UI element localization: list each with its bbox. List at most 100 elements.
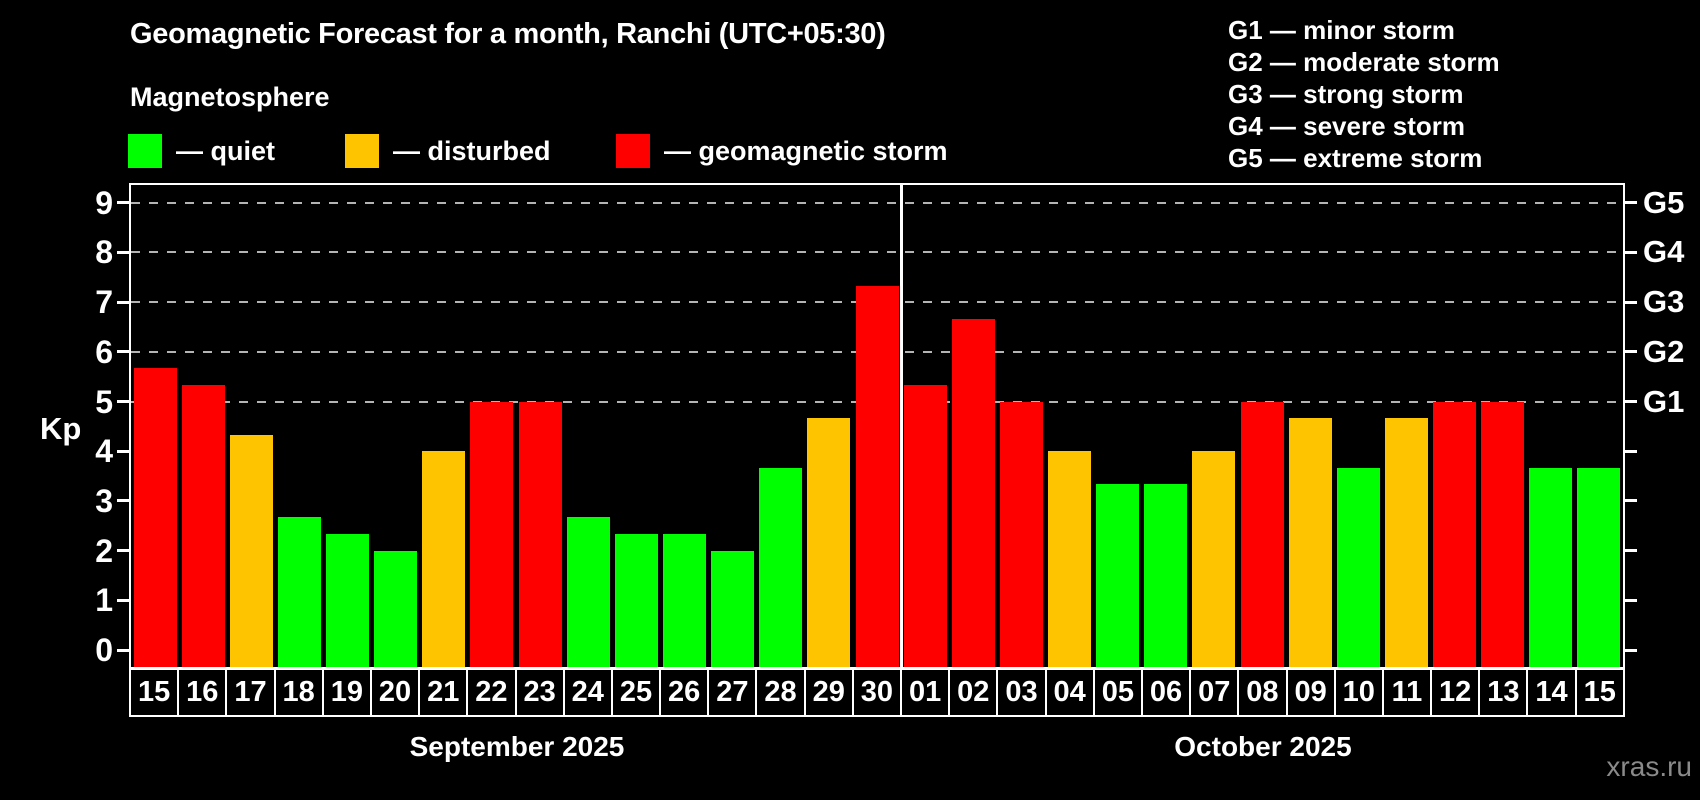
kp-bar-sep-18 — [277, 517, 321, 667]
day-cell-sep-28: 28 — [757, 670, 806, 715]
day-cell-sep-27: 27 — [709, 670, 758, 715]
day-cell-sep-23: 23 — [517, 670, 565, 715]
y-axis-tick-label-2: 2 — [95, 532, 113, 569]
y-axis-tick-right-4 — [1625, 449, 1637, 453]
kp-bar-sep-20 — [374, 550, 418, 667]
legend-label-quiet: — quiet — [176, 135, 275, 166]
day-cell-sep-30: 30 — [854, 670, 902, 715]
legend-item-disturbed: — disturbed — [345, 134, 551, 168]
page-title: Geomagnetic Forecast for a month, Ranchi… — [130, 18, 886, 50]
y-axis-tick-label-1: 1 — [95, 582, 113, 619]
day-cell-oct-02: 02 — [950, 670, 999, 715]
g-axis-label-g1: G1 — [1643, 383, 1685, 419]
day-cell-oct-09: 09 — [1288, 670, 1336, 715]
gridline-kp-9 — [131, 201, 1623, 204]
day-cell-oct-04: 04 — [1047, 670, 1095, 715]
g4-legend-line: G4 — severe storm — [1228, 111, 1466, 141]
kp-bar-oct-03 — [999, 401, 1043, 667]
kp-bar-sep-15 — [133, 368, 177, 667]
y-axis-tick-right-7 — [1625, 300, 1637, 304]
kp-bar-sep-29 — [807, 417, 851, 667]
kp-bar-oct-13 — [1481, 401, 1525, 667]
y-axis-tick-left-5 — [117, 400, 129, 403]
y-axis-tick-right-1 — [1625, 598, 1637, 602]
y-axis-tick-left-7 — [117, 300, 129, 304]
legend-label-storm: — geomagnetic storm — [664, 135, 948, 166]
day-cell-oct-03: 03 — [998, 670, 1047, 715]
kp-bar-sep-25 — [614, 534, 658, 667]
y-axis-tick-left-0 — [117, 648, 129, 652]
y-axis-tick-label-8: 8 — [95, 234, 113, 271]
kp-bar-oct-15 — [1577, 467, 1621, 667]
day-cell-oct-01: 01 — [902, 670, 951, 715]
day-cell-sep-15: 15 — [131, 670, 180, 715]
y-axis-tick-label-9: 9 — [95, 184, 113, 221]
y-axis-tick-left-2 — [117, 549, 129, 553]
y-axis-tick-right-2 — [1625, 549, 1637, 553]
kp-bar-oct-14 — [1529, 467, 1573, 667]
gridline-kp-8 — [131, 251, 1623, 254]
day-cell-sep-16: 16 — [179, 670, 228, 715]
y-axis-tick-left-8 — [117, 250, 129, 254]
day-cell-sep-26: 26 — [661, 670, 710, 715]
quiet-color-swatch-icon — [128, 134, 162, 168]
kp-bar-sep-19 — [326, 534, 370, 667]
kp-bar-oct-05 — [1096, 484, 1140, 667]
y-axis-tick-right-9 — [1625, 201, 1637, 205]
day-cell-oct-14: 14 — [1528, 670, 1577, 715]
y-axis-tick-label-0: 0 — [95, 632, 113, 668]
legend-item-storm: — geomagnetic storm — [616, 134, 948, 168]
y-axis-title: Kp — [40, 411, 82, 446]
g-scale-legend: G1 — minor storm G2 — moderate storm G3 … — [1228, 14, 1500, 174]
kp-bar-sep-24 — [566, 517, 610, 667]
y-axis-tick-left-3 — [117, 499, 129, 503]
day-cell-oct-08: 08 — [1239, 670, 1288, 715]
day-cell-oct-13: 13 — [1480, 670, 1529, 715]
legend-label-disturbed: — disturbed — [393, 135, 551, 166]
kp-bar-oct-07 — [1192, 451, 1236, 667]
y-axis-tick-right-5 — [1625, 400, 1637, 403]
month-label-october: October 2025 — [1174, 731, 1352, 762]
kp-bar-sep-26 — [662, 534, 706, 667]
y-axis-tick-label-6: 6 — [95, 333, 113, 370]
y-axis-tick-right-3 — [1625, 499, 1637, 503]
kp-bar-oct-02 — [951, 318, 995, 667]
kp-bar-sep-16 — [181, 385, 225, 667]
kp-bar-oct-12 — [1433, 401, 1477, 667]
day-cell-sep-17: 17 — [227, 670, 276, 715]
y-axis-tick-label-3: 3 — [95, 482, 113, 519]
g-axis-label-g3: G3 — [1643, 284, 1685, 320]
kp-bar-sep-21 — [422, 451, 466, 667]
g-axis-label-g4: G4 — [1643, 234, 1685, 270]
day-cell-sep-22: 22 — [468, 670, 517, 715]
g5-legend-line: G5 — extreme storm — [1228, 143, 1483, 173]
kp-bar-sep-30 — [855, 285, 899, 667]
y-axis-tick-right-8 — [1625, 250, 1637, 254]
kp-bar-oct-10 — [1336, 467, 1380, 667]
y-axis-tick-label-7: 7 — [95, 284, 113, 321]
chart-subtitle: Magnetosphere — [130, 82, 330, 112]
g1-legend-line: G1 — minor storm — [1228, 15, 1455, 45]
day-cell-oct-07: 07 — [1191, 670, 1240, 715]
day-cell-oct-11: 11 — [1384, 670, 1433, 715]
kp-bar-oct-11 — [1384, 417, 1428, 667]
watermark: xras.ru — [1606, 751, 1692, 782]
y-axis-tick-left-1 — [117, 598, 129, 602]
kp-bar-sep-17 — [229, 434, 273, 667]
g2-legend-line: G2 — moderate storm — [1228, 47, 1500, 77]
kp-bar-oct-01 — [903, 385, 947, 667]
y-axis-tick-left-4 — [117, 449, 129, 453]
day-cell-oct-15: 15 — [1583, 676, 1616, 708]
legend-item-quiet: — quiet — [128, 134, 275, 168]
kp-bar-sep-23 — [518, 401, 562, 667]
kp-bar-oct-06 — [1144, 484, 1188, 667]
kp-bar-sep-27 — [711, 550, 755, 667]
day-cell-sep-24: 24 — [565, 670, 613, 715]
y-axis-tick-left-9 — [117, 201, 129, 205]
y-axis-tick-right-6 — [1625, 350, 1637, 354]
day-label-row: 15 16 17 18 19 20 21 22 23 24 25 26 27 28 29 30 01 02 03 04… — [129, 668, 1625, 717]
g3-legend-line: G3 — strong storm — [1228, 79, 1464, 109]
month-separator-line — [899, 185, 903, 667]
day-cell-oct-05: 05 — [1095, 670, 1143, 715]
g-axis-label-g2: G2 — [1643, 333, 1685, 369]
